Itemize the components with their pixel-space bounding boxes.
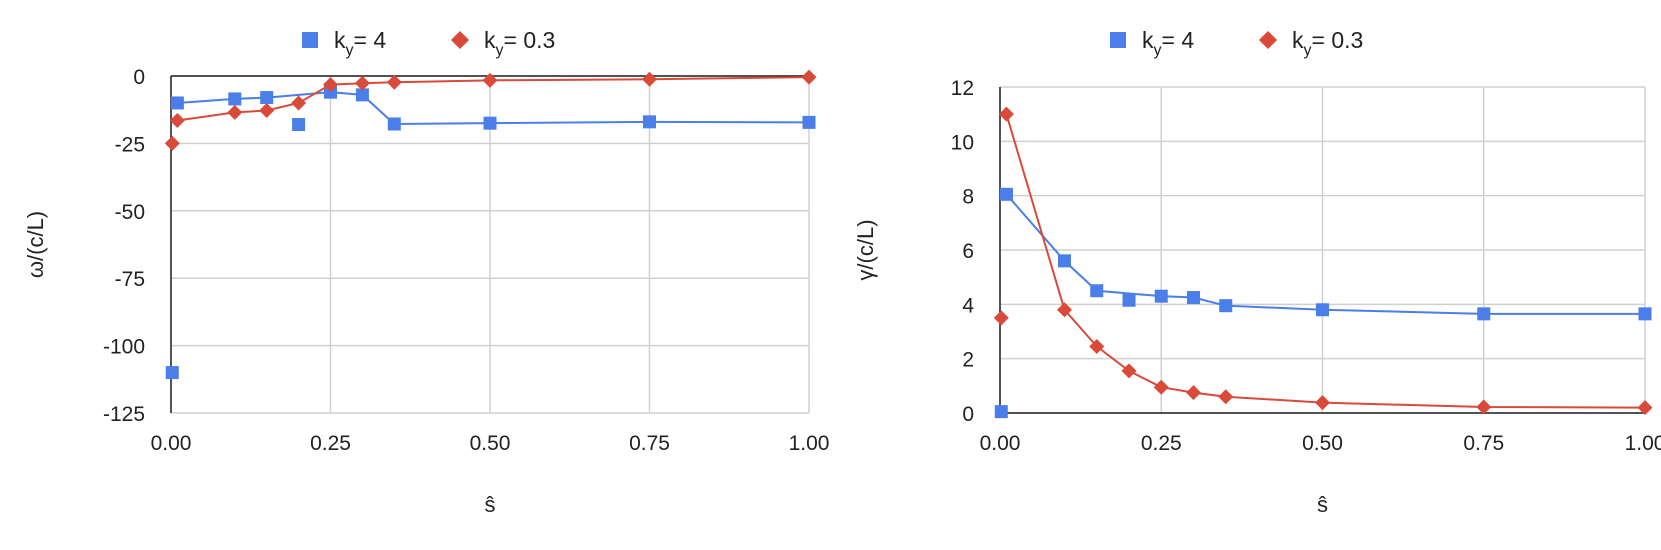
- data-point: [802, 115, 816, 129]
- data-point: [291, 95, 307, 111]
- data-point: [323, 77, 338, 93]
- data-point: [1477, 307, 1491, 321]
- y-tick-label: -50: [115, 201, 145, 224]
- data-point: [387, 117, 401, 131]
- y-axis-title: γ/(c/L): [853, 219, 878, 280]
- data-point: [998, 106, 1014, 122]
- chart-gamma: 0.00 0.25 0.50 0.75 1.00 0 2 4 6 8 10 12 ŝ γ/(c/L) ky=…: [853, 27, 1661, 517]
- x-tick-label: 0.25: [310, 432, 351, 455]
- x-tick-label: 0.00: [980, 432, 1021, 455]
- y-tick-label: 12: [951, 77, 974, 100]
- data-point: [1153, 379, 1169, 395]
- data-point: [1187, 291, 1200, 305]
- x-tick-label: 0.75: [629, 432, 670, 455]
- gridlines: [999, 86, 1646, 414]
- data-point: [642, 71, 657, 87]
- x-axis-title: ŝ: [485, 492, 496, 517]
- x-tick-label: 0.50: [1302, 432, 1343, 455]
- y-tick-label: 0: [962, 403, 974, 426]
- data-point: [1058, 254, 1071, 268]
- data-point: [1315, 395, 1330, 411]
- data-point: [228, 92, 242, 106]
- data-point: [164, 135, 180, 151]
- x-tick-label: 0.75: [1463, 432, 1504, 455]
- data-point: [1121, 363, 1137, 379]
- data-point: [170, 96, 184, 110]
- data-point: [169, 112, 185, 128]
- series-line: [177, 76, 810, 122]
- legend-item: ky= 4: [302, 27, 386, 59]
- data-point: [482, 72, 498, 88]
- legend-item: ky= 0.3: [451, 27, 555, 59]
- data-point: [292, 118, 306, 132]
- data-point: [1316, 303, 1329, 317]
- data-point: [993, 310, 1009, 326]
- data-point: [1090, 284, 1104, 298]
- series-ky-0-3: [993, 106, 1653, 416]
- legend-marker: [302, 32, 318, 48]
- x-tick-label: 1.00: [1625, 432, 1661, 455]
- data-point: [1218, 389, 1234, 405]
- data-point: [1638, 307, 1652, 321]
- data-point: [259, 103, 275, 119]
- data-point: [801, 69, 817, 85]
- y-tick-label: -75: [115, 268, 145, 291]
- series-ky-4: [994, 187, 1652, 419]
- data-point: [1057, 302, 1072, 318]
- x-tick-label: 0.50: [470, 432, 511, 455]
- data-point: [1219, 299, 1233, 313]
- data-point: [1122, 293, 1136, 307]
- legend-marker: [451, 31, 469, 49]
- series-ky-0-3: [164, 69, 817, 151]
- data-point: [386, 74, 402, 90]
- data-point: [165, 366, 179, 380]
- data-point: [1637, 400, 1653, 416]
- x-tick-label: 0.25: [1141, 432, 1182, 455]
- legend-marker: [1259, 31, 1277, 49]
- data-point: [355, 88, 369, 102]
- y-tick-label: 0: [133, 66, 145, 89]
- series-ky-4: [165, 85, 816, 380]
- x-tick-label: 0.00: [151, 432, 192, 455]
- data-point: [227, 104, 243, 120]
- y-tick-label: -100: [103, 336, 145, 359]
- legend: ky= 4 ky= 0.3: [1110, 27, 1363, 59]
- data-point: [260, 91, 274, 105]
- legend: ky= 4 ky= 0.3: [302, 27, 555, 59]
- data-point: [483, 116, 497, 130]
- legend-label: ky= 0.3: [1292, 27, 1363, 59]
- data-point: [994, 405, 1008, 419]
- y-tick-label: 10: [951, 131, 974, 154]
- y-axis-title: ω/(c/L): [23, 211, 48, 278]
- y-tick-label: -25: [115, 133, 145, 156]
- y-tick-label: 2: [962, 349, 974, 372]
- data-point: [324, 85, 337, 99]
- data-point: [354, 75, 370, 91]
- x-tick-label: 1.00: [789, 432, 830, 455]
- y-tick-label: 4: [962, 294, 974, 317]
- series-line: [1005, 113, 1646, 409]
- legend-label: ky= 4: [1142, 27, 1194, 59]
- legend-marker: [1110, 32, 1126, 48]
- data-point: [1186, 385, 1201, 401]
- legend-label: ky= 4: [334, 27, 386, 59]
- data-point: [643, 115, 656, 129]
- data-point: [1154, 289, 1168, 303]
- legend-item: ky= 4: [1110, 27, 1194, 59]
- legend-label: ky= 0.3: [484, 27, 555, 59]
- data-point: [1476, 399, 1492, 415]
- data-point: [1089, 338, 1105, 354]
- chart-omega: 0.00 0.25 0.50 0.75 1.00 0 -25 -50 -75 -100 -125 ŝ ω…: [23, 27, 829, 517]
- y-tick-label: 8: [962, 186, 974, 209]
- y-tick-label: -125: [103, 403, 145, 426]
- y-tick-label: 6: [962, 240, 974, 263]
- x-axis-title: ŝ: [1317, 492, 1328, 517]
- data-point: [999, 187, 1013, 201]
- legend-item: ky= 0.3: [1259, 27, 1363, 59]
